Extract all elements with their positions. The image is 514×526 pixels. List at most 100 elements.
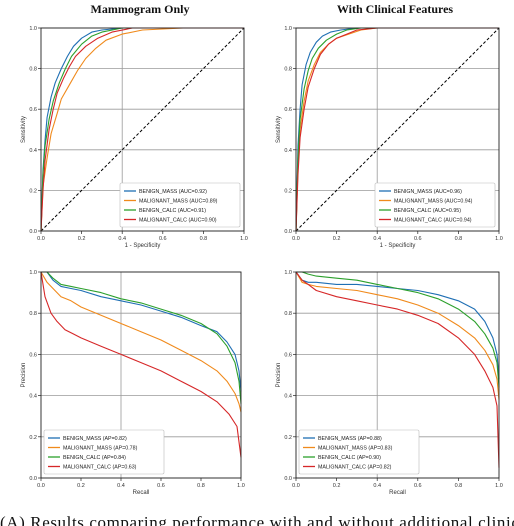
x-tick-label: 0.2 [333,236,341,242]
y-tick-label: 0.2 [284,435,292,441]
series-line-malignant-mass-ap-0-78 [40,271,242,413]
legend-label-malignant-calc-auc-0-90: MALIGNANT_CALC (AUC=0.90) [139,218,217,224]
y-tick-label: 1.0 [29,26,37,32]
x-axis-label: 1 - Specificity [380,243,416,249]
y-tick-label: 0.6 [29,107,37,113]
x-tick-label: 0.4 [118,236,126,242]
x-axis-label: 1 - Specificity [125,243,161,249]
legend-label-benign-mass-auc-0-92: BENIGN_MASS (AUC=0.92) [139,189,207,195]
y-tick-label: 0.4 [29,148,37,154]
x-tick-label: 0.4 [373,483,381,489]
series-line-benign-mass-ap-0-88 [295,271,500,380]
legend-label-benign-mass-ap-0-82: BENIGN_MASS (AP=0.82) [63,436,127,442]
legend-box [298,429,420,475]
x-tick-label: 0.8 [197,483,205,489]
x-axis-label: Recall [133,490,150,496]
series-line-benign-mass-ap-0-82 [41,271,242,392]
legend-box [374,182,496,228]
y-tick-label: 1.0 [284,270,292,276]
x-tick-label: 0.2 [78,236,86,242]
series-line-malignant-calc-auc-0-90 [40,27,244,232]
y-axis-label: Precision [276,363,282,388]
legend-label-benign-mass-auc-0-96: BENIGN_MASS (AUC=0.96) [394,189,462,195]
x-tick-label: 0.0 [37,236,45,242]
panel-pr-with-clinical: 0.0 0.2 0.4 0.6 0.8 1.0 0.0 0.2 0.4 0.6 0.8 1.0 Reca… [276,270,503,496]
y-tick-label: 0.6 [284,107,292,113]
chance-diagonal [295,27,500,232]
y-tick-label: 0.8 [29,311,37,317]
y-tick-label: 0.0 [29,229,37,235]
x-tick-label: 0.8 [455,236,463,242]
x-tick-label: 0.0 [292,236,300,242]
y-tick-label: 1.0 [29,270,37,276]
legend-label-benign-calc-auc-0-95: BENIGN_CALC (AUC=0.95) [394,208,461,214]
series-line-benign-calc-auc-0-91 [40,27,244,232]
legend: BENIGN_MASS (AP=0.88) MALIGNANT_MASS (AP=… [298,429,420,475]
legend-box [43,429,165,475]
x-tick-label: 0.6 [159,236,167,242]
y-tick-label: 1.0 [284,26,292,32]
legend-label-malignant-mass-auc-0-94: MALIGNANT_MASS (AUC=0.94) [394,199,473,205]
legend-label-malignant-calc-auc-0-94: MALIGNANT_CALC (AUC=0.94) [394,218,472,224]
x-tick-label: 1.0 [495,236,503,242]
legend: BENIGN_MASS (AUC=0.92) MALIGNANT_MASS (AU… [119,182,241,228]
panel-pr-mammogram-only: 0.0 0.2 0.4 0.6 0.8 1.0 0.0 0.2 0.4 0.6 0.8 1.0 Reca… [21,270,245,496]
x-tick-label: 1.0 [240,236,248,242]
panel-roc-mammogram-only: 0.0 0.2 0.4 0.6 0.8 1.0 0.0 0.2 0.4 0.6 0.8 1.0 1 - … [21,26,248,249]
y-tick-label: 0.2 [29,435,37,441]
figure-canvas: 0.0 0.2 0.4 0.6 0.8 1.0 0.0 0.2 0.4 0.6 0.8 1.0 1 - … [21,26,503,496]
x-tick-label: 0.0 [292,483,300,489]
legend-label-malignant-mass-ap-0-78: MALIGNANT_MASS (AP=0.78) [63,446,138,452]
series-line-benign-calc-ap-0-84 [41,271,242,404]
legend-label-benign-calc-auc-0-91: BENIGN_CALC (AUC=0.91) [139,208,206,214]
series-line-malignant-calc-ap-0-82 [295,271,500,468]
y-tick-label: 0.2 [29,188,37,194]
y-axis-label: Sensitivity [21,116,27,143]
plot-frame [295,271,500,479]
y-tick-label: 0.4 [284,394,292,400]
x-tick-label: 0.8 [455,483,463,489]
y-tick-label: 0.6 [284,352,292,358]
figure-caption-fragment: (A) Results comparing performance with a… [0,504,514,526]
y-tick-label: 0.2 [284,188,292,194]
x-tick-label: 0.0 [37,483,45,489]
y-tick-label: 0.4 [29,394,37,400]
y-tick-label: 0.0 [284,476,292,482]
chance-diagonal [40,27,245,232]
legend-label-benign-calc-ap-0-84: BENIGN_CALC (AP=0.84) [63,455,126,461]
series-line-benign-calc-ap-0-90 [296,271,500,388]
panel-roc-with-clinical: 0.0 0.2 0.4 0.6 0.8 1.0 0.0 0.2 0.4 0.6 0.8 1.0 1 - … [276,26,503,249]
series-line-malignant-mass-ap-0-83 [295,271,500,400]
x-tick-label: 1.0 [495,483,503,489]
caption-text: (A) Results comparing performance with a… [0,513,514,526]
y-tick-label: 0.6 [29,352,37,358]
x-tick-label: 1.0 [237,483,245,489]
x-tick-label: 0.6 [414,483,422,489]
y-axis-label: Precision [21,363,27,388]
legend-label-benign-mass-ap-0-88: BENIGN_MASS (AP=0.88) [318,436,382,442]
y-tick-label: 0.8 [284,311,292,317]
legend-box [119,182,241,228]
x-tick-label: 0.4 [117,483,125,489]
column-title-mammogram-only: Mammogram Only [90,2,190,16]
x-tick-label: 0.6 [157,483,165,489]
x-tick-label: 0.6 [414,236,422,242]
y-tick-label: 0.8 [284,67,292,73]
x-tick-label: 0.2 [77,483,85,489]
plot-frame [40,27,245,232]
y-tick-label: 0.8 [29,67,37,73]
y-tick-label: 0.0 [29,476,37,482]
legend-label-benign-calc-ap-0-90: BENIGN_CALC (AP=0.90) [318,455,381,461]
legend-label-malignant-mass-ap-0-83: MALIGNANT_MASS (AP=0.83) [318,446,393,452]
legend-label-malignant-mass-auc-0-89: MALIGNANT_MASS (AUC=0.89) [139,199,218,205]
legend-label-malignant-calc-ap-0-82: MALIGNANT_CALC (AP=0.82) [318,465,392,471]
x-tick-label: 0.8 [200,236,208,242]
x-tick-label: 0.4 [373,236,381,242]
y-tick-label: 0.4 [284,148,292,154]
plot-frame [40,271,242,479]
legend: BENIGN_MASS (AP=0.82) MALIGNANT_MASS (AP=… [43,429,165,475]
legend-label-malignant-calc-ap-0-63: MALIGNANT_CALC (AP=0.63) [63,465,137,471]
legend: BENIGN_MASS (AUC=0.96) MALIGNANT_MASS (AU… [374,182,496,228]
series-line-malignant-calc-ap-0-63 [40,271,242,458]
x-tick-label: 0.2 [333,483,341,489]
